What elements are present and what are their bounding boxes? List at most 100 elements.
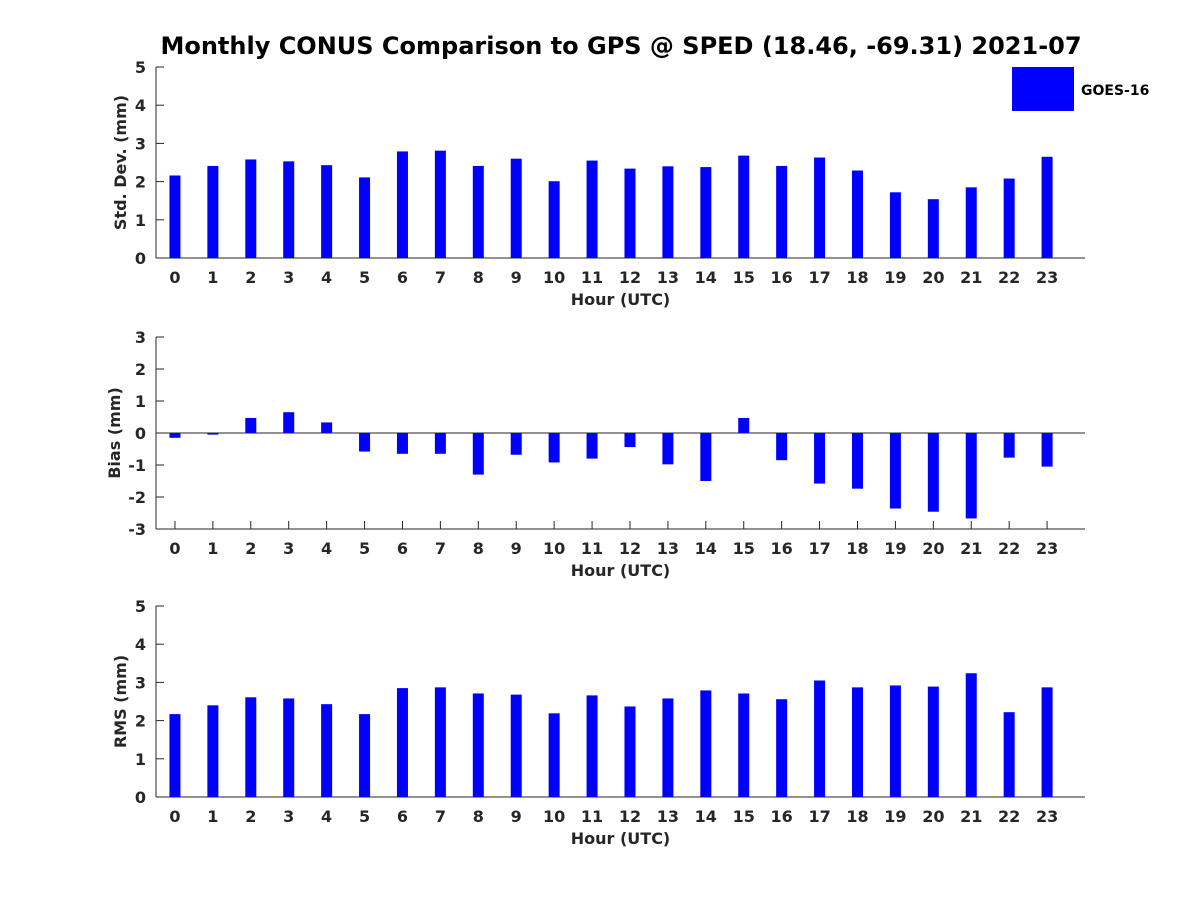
bar [245, 159, 257, 258]
x-tick-label: 17 [808, 539, 830, 558]
x-tick-label: 9 [511, 539, 522, 558]
bar [321, 422, 333, 433]
x-axis-label: Hour (UTC) [571, 561, 671, 580]
x-tick-label: 9 [511, 807, 522, 826]
bar [359, 177, 371, 258]
legend-label: GOES-16 [1081, 83, 1149, 99]
y-tick-label: -1 [128, 456, 146, 475]
bar [624, 706, 636, 797]
bar [359, 714, 371, 797]
bar [1003, 178, 1015, 258]
bar [814, 680, 826, 797]
bar [548, 433, 560, 463]
bar [359, 433, 371, 452]
x-tick-label: 7 [435, 539, 446, 558]
y-tick-label: 0 [135, 424, 146, 443]
y-tick-label: 4 [135, 96, 146, 115]
bar [889, 433, 901, 509]
x-tick-label: 7 [435, 807, 446, 826]
x-tick-label: 22 [998, 539, 1020, 558]
bar [510, 433, 522, 455]
x-tick-label: 21 [960, 539, 982, 558]
x-tick-label: 10 [543, 539, 565, 558]
bar [738, 693, 750, 797]
y-tick-label: 2 [135, 360, 146, 379]
x-tick-label: 1 [207, 268, 218, 287]
bar [245, 697, 257, 797]
bar [396, 688, 408, 797]
bar [321, 165, 333, 258]
y-tick-label: 3 [135, 673, 146, 692]
x-tick-label: 11 [581, 268, 603, 287]
y-tick-label: 5 [135, 597, 146, 616]
x-tick-label: 16 [771, 268, 793, 287]
bar [776, 699, 788, 797]
x-tick-label: 15 [733, 807, 755, 826]
x-tick-label: 21 [960, 807, 982, 826]
x-tick-label: 5 [359, 539, 370, 558]
y-tick-label: 3 [135, 134, 146, 153]
bar [396, 433, 408, 454]
bar [927, 199, 939, 258]
x-tick-label: 13 [657, 268, 679, 287]
bar [889, 685, 901, 797]
x-axis-label: Hour (UTC) [571, 829, 671, 848]
y-tick-label: -2 [128, 488, 146, 507]
y-tick-label: 5 [135, 58, 146, 77]
x-tick-label: 13 [657, 539, 679, 558]
x-tick-label: 11 [581, 539, 603, 558]
bar [472, 433, 484, 475]
x-tick-label: 3 [283, 539, 294, 558]
bar [548, 181, 560, 258]
bar [662, 698, 674, 797]
y-axis-label: RMS (mm) [111, 655, 130, 748]
bar [965, 187, 977, 258]
y-tick-label: 3 [135, 328, 146, 347]
x-tick-label: 4 [321, 807, 332, 826]
bar [586, 160, 598, 258]
x-tick-label: 20 [922, 807, 944, 826]
bar [434, 687, 446, 797]
x-tick-label: 12 [619, 807, 641, 826]
y-tick-label: 2 [135, 712, 146, 731]
x-tick-label: 3 [283, 807, 294, 826]
y-tick-label: -3 [128, 520, 146, 539]
bar [814, 433, 826, 484]
bar [851, 433, 863, 489]
x-tick-label: 12 [619, 268, 641, 287]
x-tick-label: 6 [397, 268, 408, 287]
bar [586, 433, 598, 459]
bar [169, 714, 181, 797]
x-tick-label: 2 [245, 268, 256, 287]
bar [814, 157, 826, 258]
x-tick-label: 15 [733, 539, 755, 558]
bar [245, 417, 257, 433]
x-tick-label: 8 [473, 807, 484, 826]
bar [624, 433, 636, 448]
bar [662, 433, 674, 465]
x-tick-label: 21 [960, 268, 982, 287]
x-tick-label: 16 [771, 807, 793, 826]
x-tick-label: 18 [846, 268, 868, 287]
x-tick-label: 23 [1036, 268, 1058, 287]
x-tick-label: 15 [733, 268, 755, 287]
bar [434, 150, 446, 258]
x-tick-label: 17 [808, 807, 830, 826]
x-tick-label: 4 [321, 539, 332, 558]
bar [548, 713, 560, 797]
bar [169, 175, 181, 258]
bar [283, 412, 295, 433]
bar [586, 695, 598, 797]
y-axis-label: Std. Dev. (mm) [111, 95, 130, 230]
x-tick-label: 0 [169, 807, 180, 826]
bar [169, 433, 181, 438]
bar [624, 168, 636, 258]
x-tick-label: 20 [922, 268, 944, 287]
bar [738, 155, 750, 258]
x-tick-label: 18 [846, 807, 868, 826]
x-tick-label: 23 [1036, 807, 1058, 826]
bar [207, 433, 219, 435]
